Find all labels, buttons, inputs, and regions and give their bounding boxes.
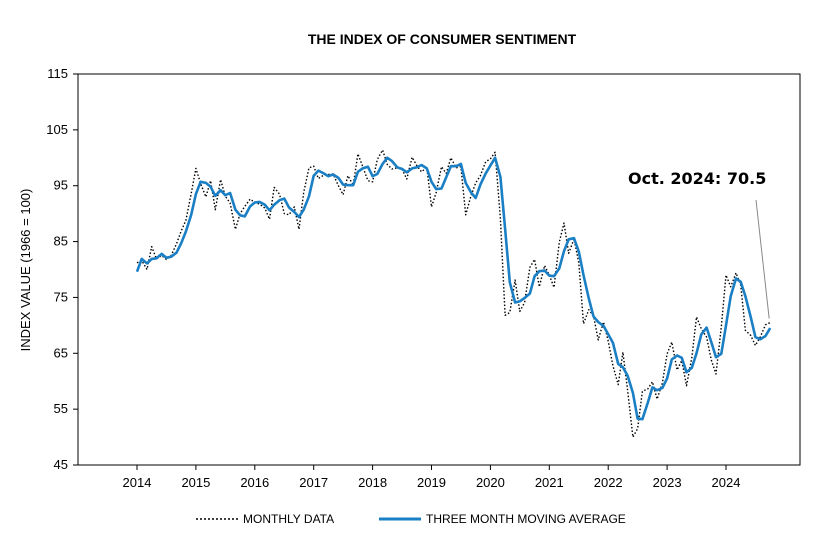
y-axis-ticks: 45 55 65 75 85 95 105 115 bbox=[46, 66, 78, 472]
x-tick-label: 2019 bbox=[417, 475, 446, 490]
x-tick-label: 2022 bbox=[594, 475, 623, 490]
annotation-leader-line bbox=[755, 199, 770, 319]
y-tick-label: 65 bbox=[54, 345, 68, 360]
x-tick-label: 2020 bbox=[476, 475, 505, 490]
x-tick-label: 2018 bbox=[358, 475, 387, 490]
chart-title: THE INDEX OF CONSUMER SENTIMENT bbox=[308, 31, 577, 47]
legend-label-moving-average: THREE MONTH MOVING AVERAGE bbox=[426, 512, 626, 526]
y-tick-label: 115 bbox=[47, 66, 68, 81]
y-tick-label: 75 bbox=[54, 289, 68, 304]
x-tick-label: 2023 bbox=[653, 475, 682, 490]
x-tick-label: 2021 bbox=[535, 475, 564, 490]
x-axis-ticks: 2014 2015 2016 2017 2018 2019 2020 2021 2022 2023… bbox=[123, 465, 741, 490]
x-tick-label: 2014 bbox=[123, 475, 152, 490]
y-tick-label: 95 bbox=[54, 178, 68, 193]
annotations: Oct. 2024: 70.5 bbox=[628, 169, 770, 319]
series-line-moving-average bbox=[135, 156, 772, 421]
legend: MONTHLY DATA THREE MONTH MOVING AVERAGE bbox=[196, 512, 626, 526]
x-tick-label: 2017 bbox=[299, 475, 328, 490]
y-tick-label: 45 bbox=[54, 457, 68, 472]
x-tick-label: 2024 bbox=[712, 475, 741, 490]
legend-label-monthly: MONTHLY DATA bbox=[243, 512, 334, 526]
annotation-label: Oct. 2024: 70.5 bbox=[628, 169, 766, 188]
y-tick-label: 105 bbox=[46, 122, 68, 137]
series-line-monthly bbox=[136, 149, 771, 438]
y-tick-label: 85 bbox=[54, 234, 68, 249]
y-axis-label: INDEX VALUE (1966 = 100) bbox=[18, 189, 33, 352]
series-lines bbox=[135, 149, 772, 438]
y-tick-label: 55 bbox=[54, 401, 68, 416]
x-tick-label: 2016 bbox=[240, 475, 269, 490]
plot-area-frame bbox=[77, 73, 801, 466]
x-tick-label: 2015 bbox=[181, 475, 210, 490]
